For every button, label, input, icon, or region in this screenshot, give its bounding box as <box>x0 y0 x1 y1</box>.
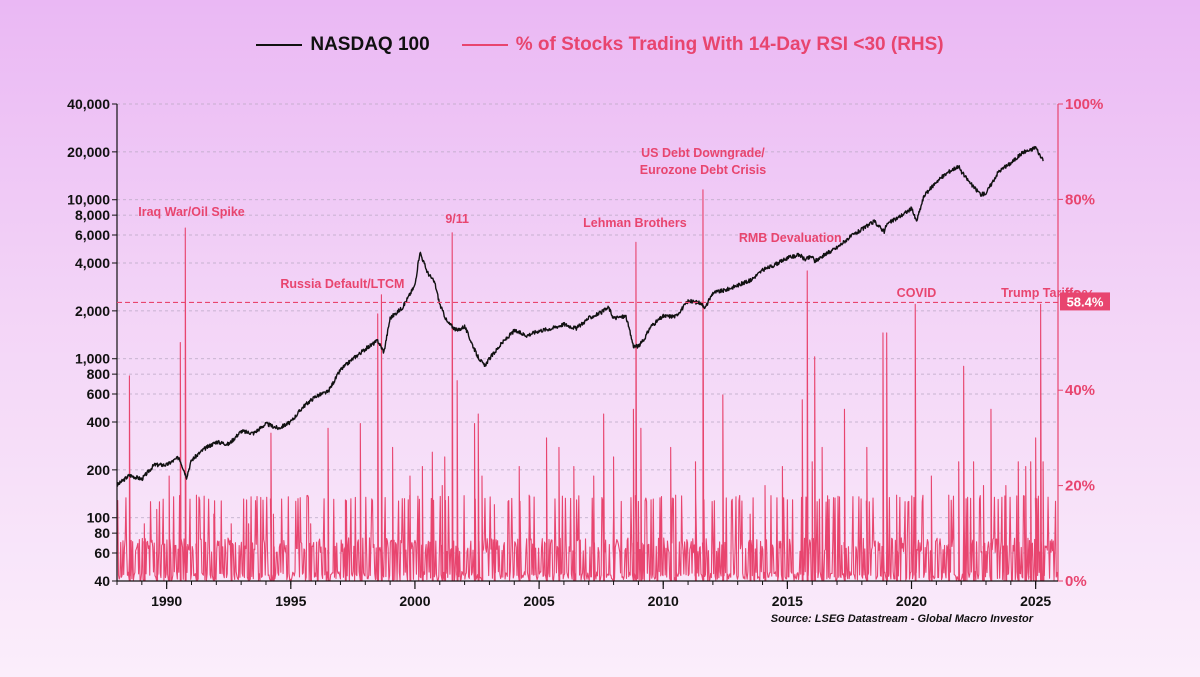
legend-item-rsi: % of Stocks Trading With 14-Day RSI <30 … <box>461 34 944 56</box>
rsi-series <box>116 189 1059 582</box>
right-tick-label-4: 80% <box>1065 191 1095 208</box>
left-tick-label-11: 6,000 <box>75 227 110 243</box>
right-tick-label-0: 0% <box>1065 573 1087 590</box>
x-tick-label-5: 2015 <box>772 593 803 609</box>
grid-lines <box>117 103 1058 582</box>
rsi-line <box>116 189 1059 582</box>
legend-label-rsi: % of Stocks Trading With 14-Day RSI <30 … <box>515 34 944 55</box>
x-tick-label-4: 2010 <box>648 593 679 609</box>
x-tick-label-3: 2005 <box>524 593 555 609</box>
annotations: 58.4% Iraq War/Oil Spike Russia Default/LT… <box>117 146 1110 311</box>
reference-callout-box <box>1060 292 1110 311</box>
nasdaq-series <box>116 145 1044 487</box>
annotation-6: RMB Devaluation <box>739 231 842 245</box>
annotation-3: Lehman Brothers <box>583 216 687 230</box>
annotation-1: Russia Default/LTCM <box>280 277 404 291</box>
right-tick-label-2: 40% <box>1065 382 1095 399</box>
left-tick-label-4: 200 <box>87 462 111 478</box>
annotation-7: COVID <box>897 286 937 300</box>
left-tick-label-12: 8,000 <box>75 207 110 223</box>
left-tick-label-9: 2,000 <box>75 303 110 319</box>
left-tick-label-14: 20,000 <box>67 144 110 160</box>
chart-legend: NASDAQ 100 % of Stocks Trading With 14-D… <box>0 34 1200 56</box>
legend-item-nasdaq: NASDAQ 100 <box>256 34 430 56</box>
annotation-4: US Debt Downgrade/ <box>641 146 765 160</box>
left-tick-label-13: 10,000 <box>67 192 110 208</box>
x-tick-label-1: 1995 <box>275 593 306 609</box>
annotation-8: Trump Tariffs <box>1001 286 1080 300</box>
right-tick-label-1: 20% <box>1065 478 1095 495</box>
legend-swatch-nasdaq <box>256 44 303 46</box>
left-tick-label-7: 800 <box>87 366 111 382</box>
right-tick-label-5: 100% <box>1065 96 1103 113</box>
left-tick-label-1: 60 <box>94 545 110 561</box>
nasdaq-line <box>116 145 1044 487</box>
legend-swatch-rsi <box>461 44 508 46</box>
annotation-2: 9/11 <box>445 212 469 226</box>
reference-callout-label: 58.4% <box>1067 294 1104 309</box>
left-tick-label-2: 80 <box>94 525 110 541</box>
annotation-0: Iraq War/Oil Spike <box>138 205 245 219</box>
legend-label-nasdaq: NASDAQ 100 <box>310 34 430 55</box>
x-tick-label-2: 2000 <box>399 593 430 609</box>
left-tick-label-6: 600 <box>87 386 111 402</box>
x-tick-label-6: 2020 <box>896 593 927 609</box>
left-tick-label-8: 1,000 <box>75 351 110 367</box>
left-tick-label-10: 4,000 <box>75 255 110 271</box>
source-note: Source: LSEG Datastream - Global Macro I… <box>771 613 1034 625</box>
left-tick-label-0: 40 <box>94 573 110 589</box>
x-tick-label-0: 1990 <box>151 593 182 609</box>
x-tick-label-7: 2025 <box>1020 593 1051 609</box>
left-tick-label-3: 100 <box>87 510 111 526</box>
left-tick-label-5: 400 <box>87 414 111 430</box>
left-tick-label-15: 40,000 <box>67 96 110 112</box>
annotation-5: Eurozone Debt Crisis <box>640 163 766 177</box>
